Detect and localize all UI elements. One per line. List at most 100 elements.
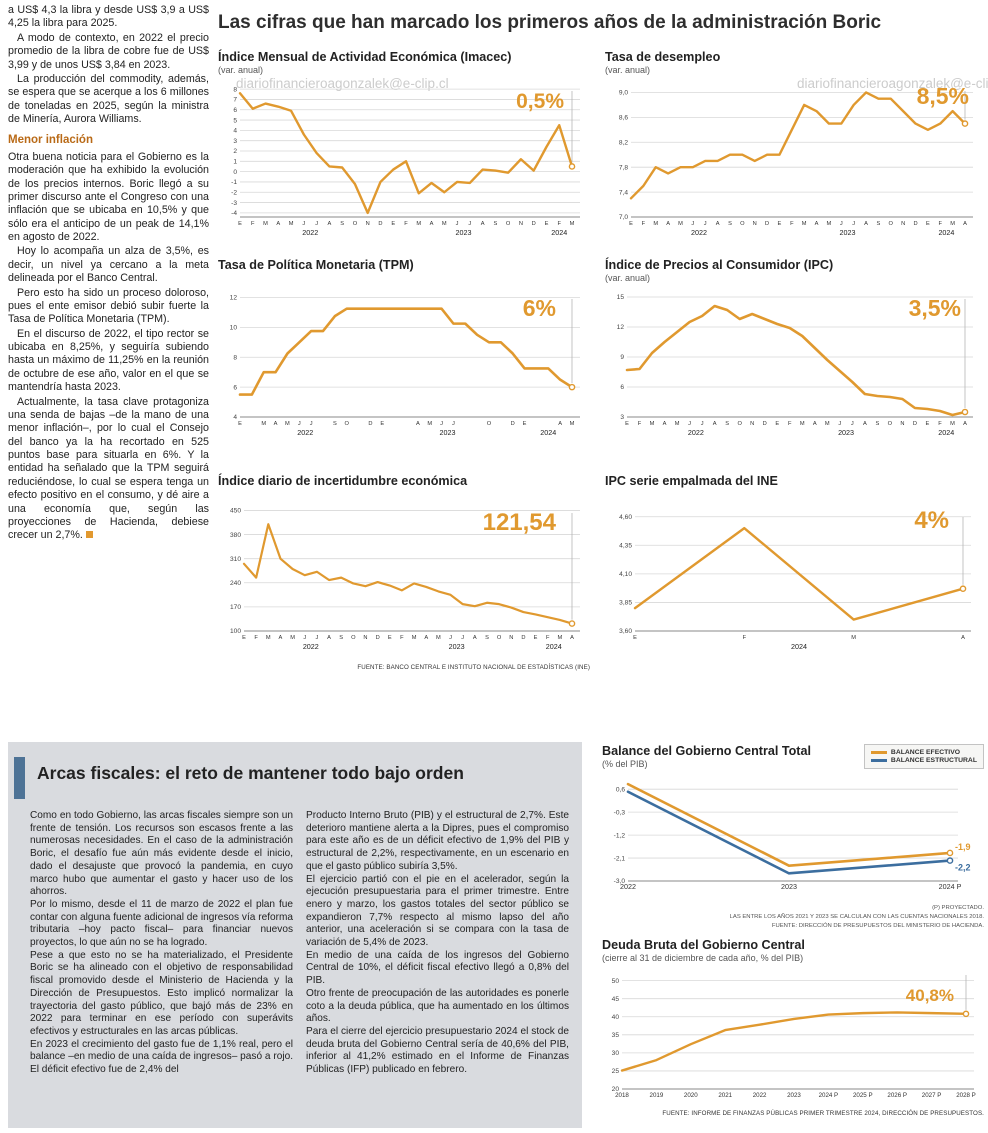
svg-text:E: E — [629, 221, 633, 227]
svg-text:A: A — [276, 221, 280, 227]
latest-value-label: 8,5% — [916, 83, 969, 109]
svg-text:12: 12 — [230, 295, 238, 302]
svg-text:M: M — [427, 421, 432, 427]
fiscal-column-1: Como en todo Gobierno, las arcas fiscale… — [30, 810, 293, 1077]
svg-text:N: N — [519, 221, 523, 227]
watermark: diariofinancieroagonzalek@e-clip.cl — [797, 76, 988, 91]
chart-balance-gobierno: Balance del Gobierno Central Total BALAN… — [602, 744, 984, 931]
svg-text:8,2: 8,2 — [619, 139, 628, 146]
line-chart: 0,5% 8 7 6 5 4 3 2 1 0 -1 -2 -3 -4 E F M A M J J A S O N D E F M A M J… — [218, 77, 590, 248]
svg-text:F: F — [254, 635, 258, 641]
svg-text:A: A — [473, 635, 477, 641]
chart-title: Balance del Gobierno Central Total — [602, 744, 812, 758]
svg-text:E: E — [388, 635, 392, 641]
svg-text:O: O — [737, 421, 742, 427]
svg-text:M: M — [653, 221, 658, 227]
svg-text:-2,1: -2,1 — [614, 855, 626, 862]
chart-subtitle: (var. anual) — [605, 65, 651, 75]
svg-text:-1,2: -1,2 — [614, 832, 626, 839]
svg-text:J: J — [298, 421, 301, 427]
svg-text:F: F — [404, 221, 408, 227]
svg-text:4: 4 — [233, 128, 237, 135]
svg-text:2019: 2019 — [650, 1092, 664, 1099]
paragraph: La producción del commodity, además, se … — [8, 72, 209, 125]
line-chart: 6% 12 10 8 6 4 E M A M J J S O D E A M J J O D E A M 2022 2023 202… — [218, 285, 590, 448]
svg-text:D: D — [521, 635, 525, 641]
svg-text:A: A — [815, 221, 819, 227]
paragraph: Otra buena noticia para el Gobierno es l… — [8, 150, 209, 243]
svg-text:F: F — [251, 221, 255, 227]
svg-text:2022: 2022 — [688, 428, 704, 437]
svg-text:3: 3 — [620, 414, 624, 421]
svg-text:J: J — [310, 421, 313, 427]
fiscal-section-background — [8, 742, 582, 1128]
svg-text:3,85: 3,85 — [619, 600, 632, 607]
svg-text:J: J — [302, 221, 305, 227]
paragraph: Como en todo Gobierno, las arcas fiscale… — [30, 810, 293, 898]
svg-text:5: 5 — [233, 117, 237, 124]
title-accent-bar — [14, 757, 25, 799]
legend-item: BALANCE EFECTIVO — [870, 749, 977, 756]
chart-title: Índice de Precios al Consumidor (IPC) — [605, 258, 834, 272]
svg-text:M: M — [675, 421, 680, 427]
svg-text:D: D — [763, 421, 767, 427]
svg-text:O: O — [487, 421, 492, 427]
svg-text:J: J — [440, 421, 443, 427]
svg-text:M: M — [570, 221, 575, 227]
svg-text:7,4: 7,4 — [619, 189, 628, 196]
svg-text:E: E — [545, 221, 549, 227]
latest-value-label: 0,5% — [516, 90, 564, 113]
chart-title: Deuda Bruta del Gobierno Central — [602, 938, 805, 952]
svg-text:J: J — [691, 221, 694, 227]
chart-title: Índice Mensual de Actividad Económica (I… — [218, 50, 512, 64]
svg-text:2022: 2022 — [620, 882, 636, 891]
svg-text:3,60: 3,60 — [619, 628, 632, 635]
svg-text:S: S — [340, 221, 344, 227]
svg-text:4,10: 4,10 — [619, 571, 632, 578]
svg-text:1: 1 — [233, 159, 237, 166]
svg-text:170: 170 — [230, 604, 241, 611]
svg-text:2024: 2024 — [540, 428, 556, 437]
svg-text:M: M — [827, 221, 832, 227]
svg-text:2024: 2024 — [546, 642, 562, 651]
chart-incertidumbre: Índice diario de incertidumbre económica… — [218, 474, 590, 671]
chart-title: Tasa de desempleo — [605, 50, 721, 64]
svg-text:2024 P: 2024 P — [819, 1092, 839, 1099]
svg-text:-2: -2 — [231, 189, 237, 196]
svg-text:A: A — [863, 421, 867, 427]
line-chart: 8,5% 9,0 8,6 8,2 7,8 7,4 7,0 E F M A M J J A S O N D E F M A M… — [605, 77, 983, 248]
chart-subtitle — [605, 488, 983, 501]
legend-swatch-efectivo — [870, 751, 887, 754]
svg-text:25: 25 — [612, 1068, 620, 1075]
svg-text:E: E — [775, 421, 779, 427]
svg-text:12: 12 — [617, 324, 625, 331]
svg-text:M: M — [416, 221, 421, 227]
svg-text:2: 2 — [233, 148, 237, 155]
svg-text:E: E — [242, 635, 246, 641]
chart-subtitle: (% del PIB) — [602, 759, 648, 769]
chart-title: IPC serie empalmada del INE — [605, 474, 778, 488]
chart-deuda-bruta: Deuda Bruta del Gobierno Central (cierre… — [602, 938, 984, 1117]
svg-text:8: 8 — [233, 354, 237, 361]
svg-text:N: N — [363, 635, 367, 641]
svg-text:A: A — [558, 421, 562, 427]
line-chart: 121,54 450 380 310 240 170 100 E F M A M J J A S O N D E F M… — [218, 501, 590, 662]
svg-text:M: M — [802, 221, 807, 227]
svg-text:A: A — [963, 221, 967, 227]
chart-subtitle: (var. anual) — [605, 273, 651, 283]
latest-value-label: 40,8% — [905, 986, 954, 1005]
svg-text:M: M — [950, 221, 955, 227]
svg-text:2022: 2022 — [297, 428, 313, 437]
svg-text:15: 15 — [617, 294, 625, 301]
svg-text:A: A — [813, 421, 817, 427]
source-note: FUENTE: INFORME DE FINANZAS PÚBLICAS PRI… — [662, 1110, 984, 1117]
chart-ipc-empalmada: IPC serie empalmada del INE 4% 4,60 4,35 4… — [605, 474, 983, 662]
svg-text:A: A — [961, 635, 965, 641]
svg-text:J: J — [303, 635, 306, 641]
svg-text:M: M — [678, 221, 683, 227]
svg-text:380: 380 — [230, 532, 241, 539]
svg-text:2025 P: 2025 P — [853, 1092, 873, 1099]
svg-text:30: 30 — [612, 1050, 620, 1057]
svg-text:F: F — [939, 221, 943, 227]
